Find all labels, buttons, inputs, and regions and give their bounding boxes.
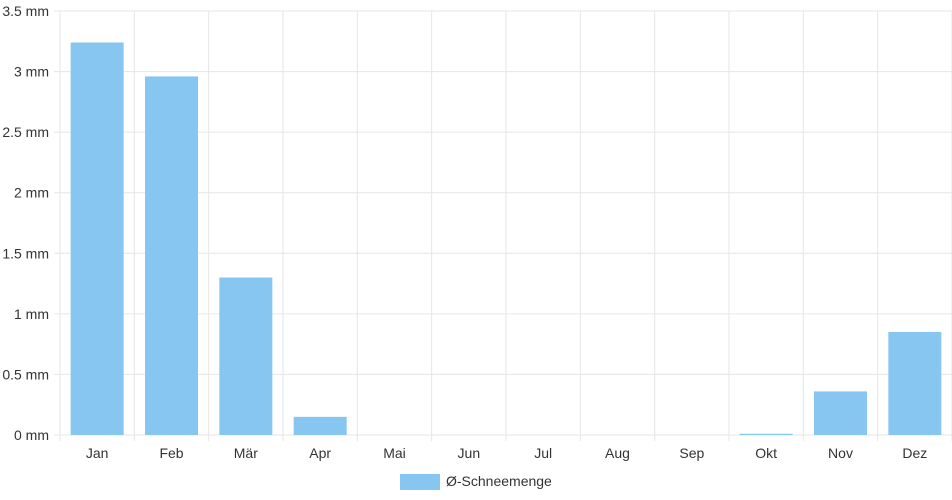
legend-swatch[interactable] xyxy=(400,474,440,490)
y-tick-label: 0 mm xyxy=(14,427,49,443)
bar-jan[interactable] xyxy=(70,42,124,436)
x-tick-label: Mai xyxy=(383,445,406,461)
x-tick-label: Apr xyxy=(309,445,331,461)
x-tick-label: Aug xyxy=(605,445,630,461)
x-tick-label: Nov xyxy=(828,445,853,461)
bar-okt[interactable] xyxy=(739,433,793,435)
bar-mär[interactable] xyxy=(219,277,273,435)
x-tick-label: Okt xyxy=(755,445,777,461)
x-tick-label: Sep xyxy=(679,445,704,461)
bar-dez[interactable] xyxy=(888,332,942,435)
x-tick-label: Dez xyxy=(902,445,927,461)
x-axis: Jan Feb Mär Apr Mai Jun Jul Aug Sep Okt Nov Dez xyxy=(86,445,927,461)
bar-nov[interactable] xyxy=(814,391,867,435)
y-tick-label: 1.5 mm xyxy=(2,245,49,261)
x-tick-label: Jun xyxy=(458,445,481,461)
y-tick-label: 2.5 mm xyxy=(2,124,49,140)
y-tick-label: 1 mm xyxy=(14,306,49,322)
y-tick-label: 3.5 mm xyxy=(2,3,49,19)
y-tick-label: 3 mm xyxy=(14,64,49,80)
grid xyxy=(54,10,952,441)
legend-label[interactable]: Ø-Schneemenge xyxy=(446,473,552,489)
bar-feb[interactable] xyxy=(145,76,198,435)
y-tick-label: 0.5 mm xyxy=(2,366,49,382)
y-tick-label: 2 mm xyxy=(14,185,49,201)
x-tick-label: Jan xyxy=(86,445,109,461)
bars xyxy=(70,42,942,436)
x-tick-label: Feb xyxy=(159,445,183,461)
y-axis: 0 mm 0.5 mm 1 mm 1.5 mm 2 mm 2.5 mm 3 mm 3.5 mm xyxy=(2,3,49,443)
x-tick-label: Mär xyxy=(234,445,258,461)
x-tick-label: Jul xyxy=(534,445,552,461)
legend[interactable]: Ø-Schneemenge xyxy=(400,473,552,490)
bar-apr[interactable] xyxy=(293,416,347,435)
